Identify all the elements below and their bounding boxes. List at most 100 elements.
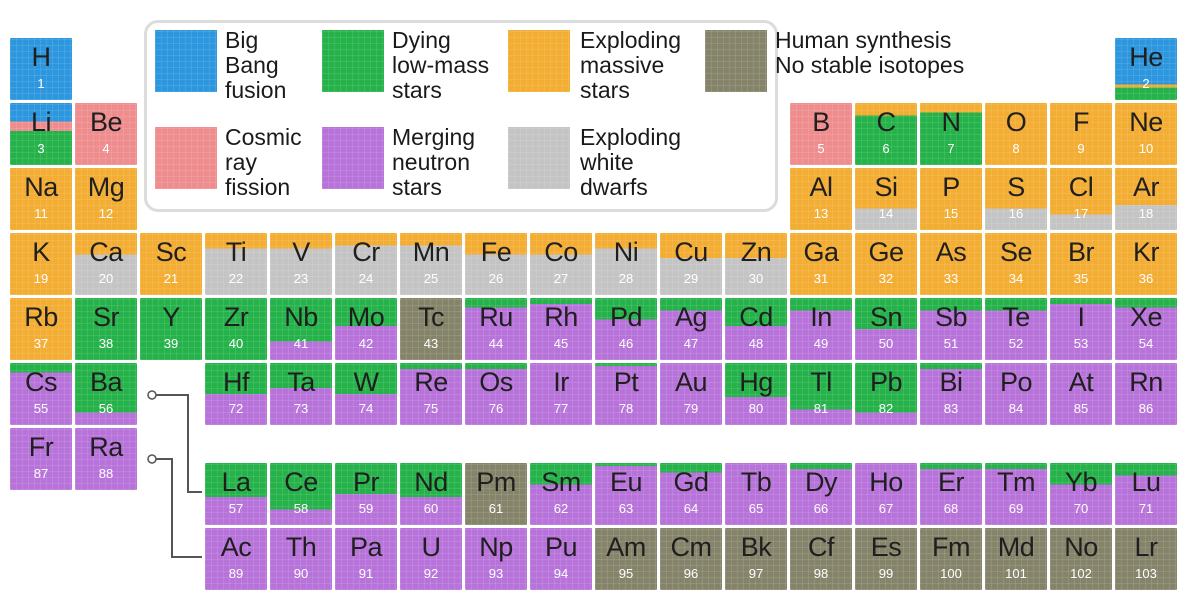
element-au: Au 79 (660, 363, 722, 425)
element-ho: Ho 67 (855, 463, 917, 525)
element-symbol: Ca (89, 237, 123, 267)
atomic-number: 91 (358, 566, 374, 581)
atomic-number: 88 (98, 466, 114, 481)
atomic-number: 40 (228, 336, 244, 351)
atomic-number: 83 (943, 401, 959, 416)
element-symbol: Re (414, 367, 448, 397)
element-symbol: Tc (418, 302, 445, 332)
legend-swatch-cosmic (155, 127, 217, 189)
element-pb: Pb 82 (855, 363, 917, 425)
element-symbol: Mo (347, 302, 385, 332)
atomic-number: 32 (878, 271, 894, 286)
atomic-number: 26 (488, 271, 504, 286)
atomic-number: 69 (1008, 501, 1024, 516)
atomic-number: 46 (618, 336, 634, 351)
element-li: Li 3 (10, 103, 72, 165)
atomic-number: 33 (943, 271, 959, 286)
element-pr: Pr 59 (335, 463, 397, 525)
atomic-number: 17 (1073, 206, 1089, 221)
element-ne: Ne 10 (1115, 103, 1177, 165)
element-symbol: Be (89, 107, 123, 137)
element-symbol: Ho (869, 467, 903, 497)
element-symbol: Sm (541, 467, 581, 497)
element-es: Es 99 (855, 528, 917, 590)
atomic-number: 31 (813, 271, 829, 286)
element-symbol: C (876, 107, 897, 137)
element-symbol: Gd (673, 467, 709, 497)
element-symbol: Al (809, 172, 833, 202)
atomic-number: 19 (33, 271, 49, 286)
atomic-number: 53 (1073, 336, 1089, 351)
element-symbol: Cf (808, 532, 835, 562)
element-mo: Mo 42 (335, 298, 397, 360)
legend-label-cosmic: Cosmic ray fission (225, 124, 302, 200)
atomic-number: 57 (228, 501, 244, 516)
atomic-number: 79 (683, 401, 699, 416)
atomic-number: 23 (293, 271, 309, 286)
atomic-number: 28 (618, 271, 634, 286)
element-symbol: Ne (1129, 107, 1163, 137)
element-fe: Fe 26 (465, 233, 527, 295)
element-symbol: F (1073, 107, 1090, 137)
atomic-number: 81 (813, 401, 829, 416)
element-symbol: Na (24, 172, 58, 202)
element-xe: Xe 54 (1115, 298, 1177, 360)
element-mg: Mg 12 (75, 168, 137, 230)
atomic-number: 80 (748, 401, 764, 416)
legend-panel (144, 20, 778, 212)
element-at: At 85 (1050, 363, 1112, 425)
element-symbol: Bi (939, 367, 963, 397)
element-zn: Zn 30 (725, 233, 787, 295)
element-symbol: At (1068, 367, 1094, 397)
atomic-number: 18 (1138, 206, 1154, 221)
element-rh: Rh 45 (530, 298, 592, 360)
element-pa: Pa 91 (335, 528, 397, 590)
element-symbol: Hg (739, 367, 773, 397)
element-symbol: Cr (352, 237, 380, 267)
element-y: Y 39 (140, 298, 202, 360)
element-symbol: Cd (739, 302, 773, 332)
element-symbol: Es (870, 532, 902, 562)
element-symbol: Sn (869, 302, 903, 332)
atomic-number: 38 (98, 336, 114, 351)
atomic-number: 78 (618, 401, 634, 416)
atomic-number: 71 (1138, 501, 1154, 516)
atomic-number: 99 (878, 566, 894, 581)
element-ra: Ra 88 (75, 428, 137, 490)
atomic-number: 93 (488, 566, 504, 581)
element-symbol: Ni (613, 237, 639, 267)
atomic-number: 50 (878, 336, 894, 351)
atomic-number: 61 (488, 501, 504, 516)
atomic-number: 84 (1008, 401, 1024, 416)
element-rb: Rb 37 (10, 298, 72, 360)
element-symbol: S (1007, 172, 1025, 202)
atomic-number: 87 (33, 466, 49, 481)
atomic-number: 63 (618, 501, 634, 516)
element-hg: Hg 80 (725, 363, 787, 425)
element-lr: Lr 103 (1115, 528, 1177, 590)
element-symbol: Np (479, 532, 513, 562)
element-symbol: Xe (1129, 302, 1163, 332)
atomic-number: 94 (553, 566, 569, 581)
atomic-number: 44 (488, 336, 504, 351)
atomic-number: 30 (748, 271, 764, 286)
element-v: V 23 (270, 233, 332, 295)
atomic-number: 76 (488, 401, 504, 416)
atomic-number: 21 (163, 271, 179, 286)
atomic-number: 100 (940, 566, 962, 581)
element-he: He 2 (1115, 38, 1177, 100)
element-symbol: Po (999, 367, 1033, 397)
element-re: Re 75 (400, 363, 462, 425)
atomic-number: 15 (943, 206, 959, 221)
element-symbol: Te (1002, 302, 1030, 332)
element-bi: Bi 83 (920, 363, 982, 425)
element-sc: Sc 21 (140, 233, 202, 295)
element-symbol: Kr (1133, 237, 1160, 267)
element-ir: Ir 77 (530, 363, 592, 425)
element-eu: Eu 63 (595, 463, 657, 525)
element-ru: Ru 44 (465, 298, 527, 360)
legend-swatch-dying (322, 30, 384, 92)
element-ag: Ag 47 (660, 298, 722, 360)
element-symbol: Se (999, 237, 1033, 267)
element-symbol: Ce (284, 467, 318, 497)
